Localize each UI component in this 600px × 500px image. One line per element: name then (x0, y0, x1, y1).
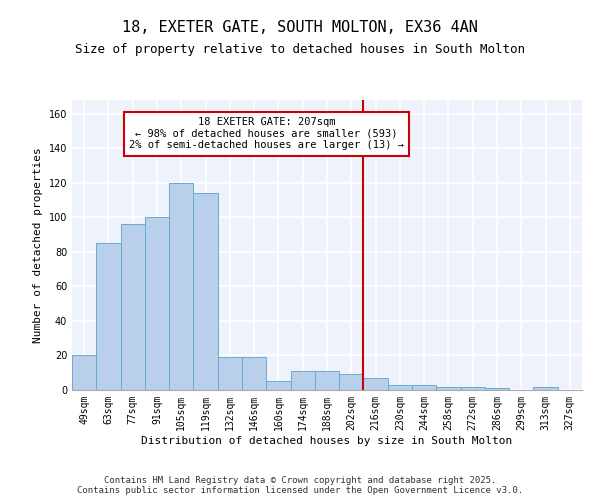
Text: Size of property relative to detached houses in South Molton: Size of property relative to detached ho… (75, 42, 525, 56)
Bar (485, 388, 509, 390)
Bar (169, 183, 193, 390)
Bar (290, 371, 315, 390)
Bar (266, 382, 290, 390)
Bar (315, 371, 339, 390)
Bar (436, 386, 461, 390)
Text: 18 EXETER GATE: 207sqm
← 98% of detached houses are smaller (593)
2% of semi-det: 18 EXETER GATE: 207sqm ← 98% of detached… (129, 118, 404, 150)
Text: 18, EXETER GATE, SOUTH MOLTON, EX36 4AN: 18, EXETER GATE, SOUTH MOLTON, EX36 4AN (122, 20, 478, 35)
Bar (461, 386, 485, 390)
X-axis label: Distribution of detached houses by size in South Molton: Distribution of detached houses by size … (142, 436, 512, 446)
Bar (242, 357, 266, 390)
Bar (339, 374, 364, 390)
Bar (121, 224, 145, 390)
Bar (533, 386, 558, 390)
Y-axis label: Number of detached properties: Number of detached properties (33, 147, 43, 343)
Text: Contains HM Land Registry data © Crown copyright and database right 2025.
Contai: Contains HM Land Registry data © Crown c… (77, 476, 523, 495)
Bar (364, 378, 388, 390)
Bar (412, 385, 436, 390)
Bar (388, 385, 412, 390)
Bar (193, 193, 218, 390)
Bar (96, 244, 121, 390)
Bar (218, 357, 242, 390)
Bar (145, 218, 169, 390)
Bar (72, 356, 96, 390)
